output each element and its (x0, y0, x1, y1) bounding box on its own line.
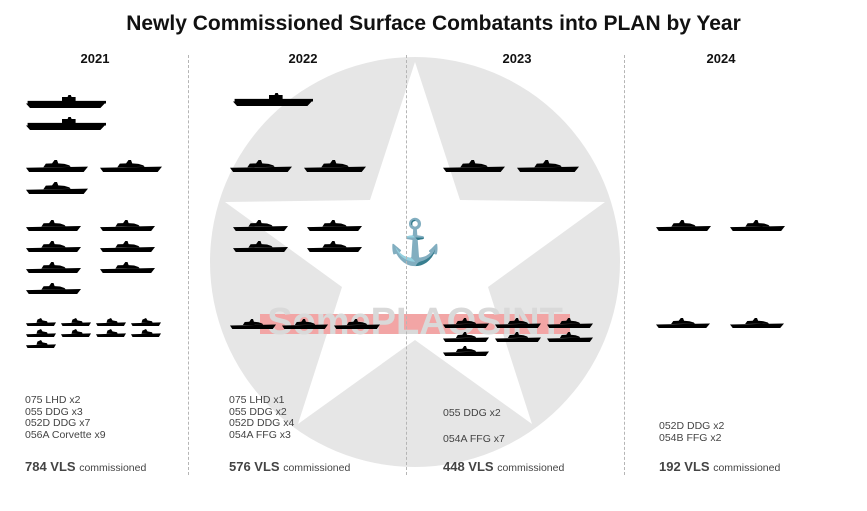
class-line: 056A Corvette x9 (25, 428, 106, 441)
class-line: 054A FFG x3 (229, 428, 291, 441)
ship-mark-054a-ffg (443, 318, 489, 328)
class-line: 052D DDG x4 (229, 417, 295, 429)
ship-mark-056a-corvette (26, 318, 56, 326)
ship-mark-054a-ffg (443, 332, 489, 342)
year-header-2023: 2023 (502, 51, 532, 66)
class-line: 075 LHD x1 (229, 394, 285, 406)
vls-total-2021: 784 VLS commissioned (25, 459, 147, 474)
ship-mark-075-lhd (26, 95, 106, 108)
ship-mark-052d-ddg (307, 241, 362, 252)
ship-mark-056a-corvette (61, 318, 91, 326)
year-header-2021: 2021 (80, 51, 110, 66)
class-line-2023-ddg: 055 DDG x2 (443, 407, 501, 419)
ship-mark-054a-ffg (282, 319, 328, 329)
ship-mark-054b-ffg (656, 318, 710, 328)
ship-mark-075-lhd (233, 93, 313, 106)
ship-mark-055-ddg (443, 160, 505, 172)
ship-mark-054a-ffg (230, 319, 276, 329)
class-list-2024: 052D DDG x2 054B FFG x2 (659, 420, 859, 444)
ship-mark-056a-corvette (26, 340, 56, 348)
svg-text:⚓: ⚓ (388, 217, 443, 267)
ship-mark-055-ddg (517, 160, 579, 172)
class-line: 052D DDG x2 (659, 420, 725, 432)
ship-mark-054a-ffg (495, 332, 541, 342)
ship-mark-075-lhd (26, 117, 106, 130)
ship-mark-052d-ddg (100, 262, 155, 273)
ship-mark-056a-corvette (26, 329, 56, 337)
year-header-2024: 2024 (706, 51, 736, 66)
class-line: 075 LHD x2 (25, 394, 81, 406)
ship-mark-054a-ffg (443, 346, 489, 356)
watermark-logo: SomePLAOSINT ⚓ (210, 57, 620, 467)
column-divider (624, 55, 625, 475)
ship-mark-055-ddg (26, 182, 88, 194)
class-list-2021: 075 LHD x2 055 DDG x3 052D DDG x7 056A C… (25, 394, 225, 441)
column-divider (188, 55, 189, 475)
ship-mark-055-ddg (26, 160, 88, 172)
ship-mark-052d-ddg (233, 220, 288, 231)
ship-mark-056a-corvette (96, 318, 126, 326)
class-line: 055 DDG x2 (229, 405, 287, 418)
ship-mark-054b-ffg (730, 318, 784, 328)
ship-mark-056a-corvette (96, 329, 126, 337)
ship-mark-054a-ffg (334, 319, 380, 329)
class-line: 052D DDG x7 (25, 417, 91, 429)
ship-mark-054a-ffg (547, 332, 593, 342)
ship-mark-056a-corvette (131, 329, 161, 337)
ship-mark-052d-ddg (233, 241, 288, 252)
ship-mark-055-ddg (100, 160, 162, 172)
ship-mark-056a-corvette (61, 329, 91, 337)
vls-total-2024: 192 VLS commissioned (659, 459, 781, 474)
ship-mark-052d-ddg (26, 220, 81, 231)
class-line: 055 DDG x3 (25, 405, 83, 418)
ship-mark-052d-ddg (100, 220, 155, 231)
ship-mark-052d-ddg (307, 220, 362, 231)
ship-mark-055-ddg (230, 160, 292, 172)
ship-mark-055-ddg (304, 160, 366, 172)
ship-mark-052d-ddg (730, 220, 785, 231)
vls-total-2022: 576 VLS commissioned (229, 459, 351, 474)
year-header-2022: 2022 (288, 51, 318, 66)
ship-mark-052d-ddg (656, 220, 711, 231)
class-list-2022: 075 LHD x1 055 DDG x2 052D DDG x4 054A F… (229, 394, 429, 441)
class-line-2023-ffg: 054A FFG x7 (443, 433, 505, 445)
ship-mark-054a-ffg (547, 318, 593, 328)
vls-total-2023: 448 VLS commissioned (443, 459, 565, 474)
column-divider (406, 55, 407, 475)
chart-title: Newly Commissioned Surface Combatants in… (126, 12, 741, 35)
ship-mark-056a-corvette (131, 318, 161, 326)
ship-mark-052d-ddg (26, 262, 81, 273)
ship-mark-054a-ffg (495, 318, 541, 328)
ship-mark-052d-ddg (26, 241, 81, 252)
class-line: 054B FFG x2 (659, 431, 722, 444)
ship-mark-052d-ddg (100, 241, 155, 252)
ship-mark-052d-ddg (26, 283, 81, 294)
